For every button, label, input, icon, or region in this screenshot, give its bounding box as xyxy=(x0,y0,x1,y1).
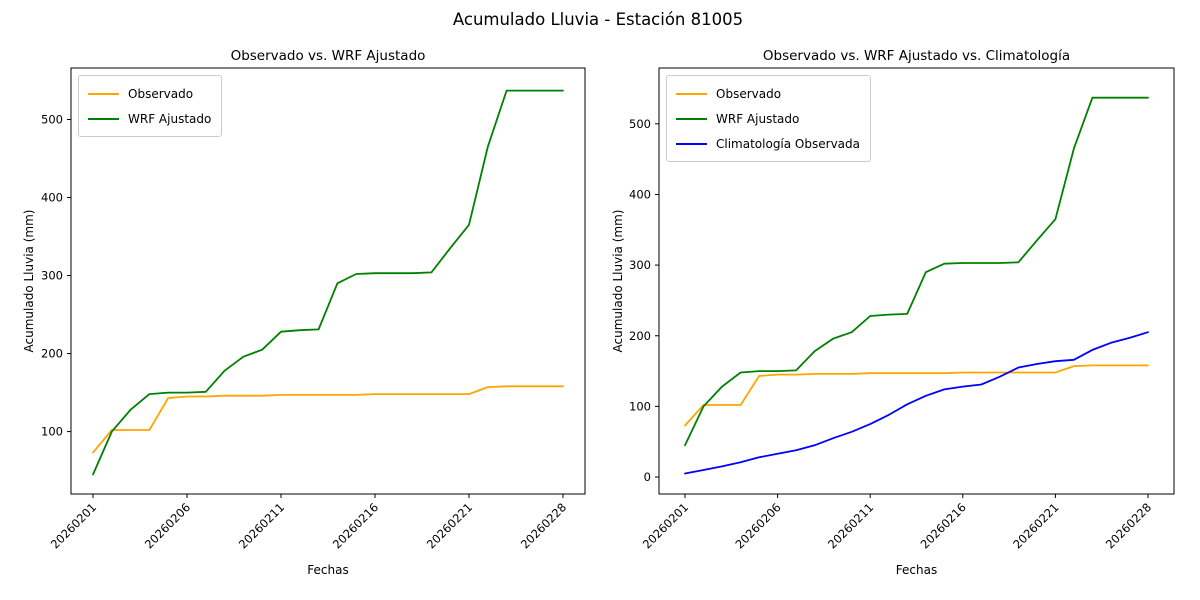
x-tick-label: 20260228 xyxy=(518,500,569,551)
y-tick-label: 100 xyxy=(629,399,651,413)
y-tick-label: 0 xyxy=(644,470,651,484)
legend-item: Observado xyxy=(676,81,860,106)
y-tick-label: 300 xyxy=(629,258,651,272)
y-tick-label: 400 xyxy=(41,191,63,205)
subplot-right-title: Observado vs. WRF Ajustado vs. Climatolo… xyxy=(762,48,1071,64)
legend-label: WRF Ajustado xyxy=(716,111,800,126)
figure-title: Acumulado Lluvia - Estación 81005 xyxy=(452,10,744,29)
x-axis-label-left: Fechas xyxy=(307,563,349,577)
legend-item: Climatología Observada xyxy=(676,131,860,156)
wrf-ajustado-line xyxy=(92,89,564,476)
x-tick-label: 20260201 xyxy=(48,500,99,551)
legend-line-swatch xyxy=(676,142,707,145)
legend-line-swatch xyxy=(676,92,707,95)
legend-item: WRF Ajustado xyxy=(88,106,211,131)
legend-right: Observado WRF Ajustado Climatología Observ… xyxy=(666,75,871,162)
x-tick-label: 20260201 xyxy=(640,500,691,551)
observado-line xyxy=(92,385,564,454)
x-tick-label: 20260216 xyxy=(918,500,969,551)
y-tick-label: 500 xyxy=(629,117,651,131)
plot-box xyxy=(658,67,1175,495)
subplot-left-title: Observado vs. WRF Ajustado xyxy=(230,48,426,64)
y-tick-label: 400 xyxy=(629,187,651,201)
y-axis-label-right: Acumulado Lluvia (mm) xyxy=(611,209,625,353)
x-tick-label: 20260221 xyxy=(424,500,475,551)
y-tick-label: 500 xyxy=(41,112,63,126)
y-tick-label: 200 xyxy=(41,347,63,361)
x-tick-label: 20260206 xyxy=(732,500,783,551)
legend-label: Observado xyxy=(716,86,782,101)
x-tick-label: 20260228 xyxy=(1103,500,1154,551)
y-tick-label: 200 xyxy=(629,329,651,343)
legend-item: WRF Ajustado xyxy=(676,106,860,131)
legend-left: Observado WRF Ajustado xyxy=(78,75,223,137)
x-tick-label: 20260216 xyxy=(330,500,381,551)
legend-item: Observado xyxy=(88,81,211,106)
observado-line xyxy=(684,364,1149,427)
legend-line-swatch xyxy=(88,92,119,95)
x-tick-label: 20260211 xyxy=(825,500,876,551)
x-axis-label-right: Fechas xyxy=(895,563,938,577)
x-tick-label: 20260206 xyxy=(142,500,193,551)
legend-line-swatch xyxy=(88,117,119,120)
legend-label: WRF Ajustado xyxy=(128,111,212,126)
x-tick-label: 20260221 xyxy=(1010,500,1061,551)
legend-label: Observado xyxy=(128,86,194,101)
x-tick-label: 20260211 xyxy=(236,500,287,551)
y-axis-label-left: Acumulado Lluvia (mm) xyxy=(22,209,36,353)
y-tick-label: 100 xyxy=(41,425,63,439)
y-tick-label: 300 xyxy=(41,269,63,283)
wrf-ajustado-line xyxy=(684,96,1149,447)
plot-box xyxy=(70,67,586,495)
legend-line-swatch xyxy=(676,117,707,120)
climatolog-a-observada-line xyxy=(684,331,1149,475)
legend-label: Climatología Observada xyxy=(716,136,860,151)
